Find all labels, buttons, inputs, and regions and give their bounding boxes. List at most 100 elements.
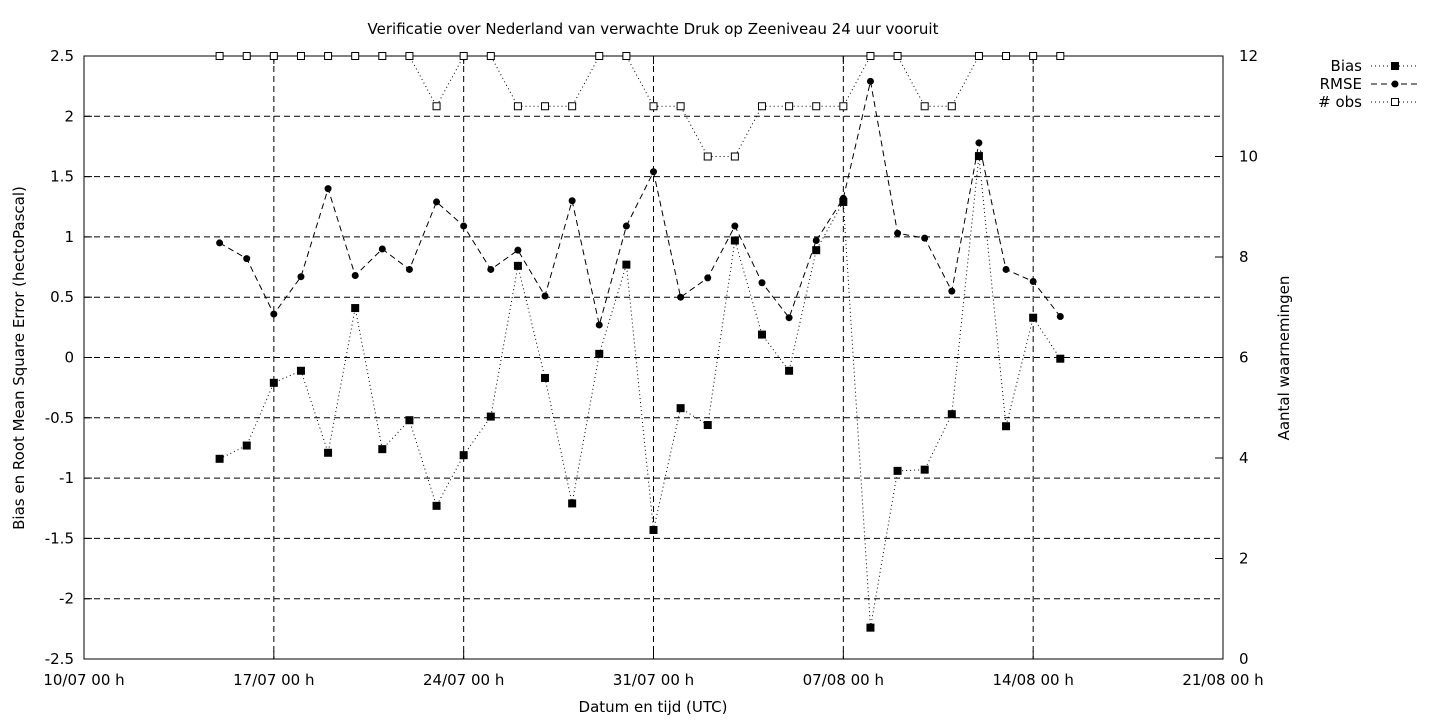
data-point [920, 465, 929, 474]
data-point [812, 102, 821, 111]
data-point [215, 454, 224, 463]
data-point [568, 102, 577, 111]
data-point [324, 52, 333, 60]
data-point [920, 102, 929, 111]
y-tick-label: -1.5 [45, 529, 74, 547]
data-point [1029, 52, 1038, 60]
data-point [378, 445, 387, 454]
data-point [704, 274, 712, 282]
data-point [947, 102, 956, 111]
x-tick-label: 10/07 00 h [43, 671, 124, 689]
legend-marker [1391, 98, 1399, 106]
data-point [622, 260, 631, 269]
data-point [513, 102, 522, 111]
data-point [650, 168, 657, 176]
data-point [595, 321, 603, 329]
x-tick-label: 14/08 00 h [992, 671, 1073, 689]
data-point [243, 255, 251, 263]
legend-marker [1391, 62, 1399, 70]
y2-tick-label: 2 [1239, 550, 1249, 568]
y-tick-label: 1.5 [50, 168, 74, 186]
data-point [1002, 265, 1010, 273]
data-point [731, 222, 739, 230]
data-point [270, 310, 278, 318]
x-axis-label: Datum en tijd (UTC) [579, 698, 728, 716]
y-tick-label: 1 [64, 228, 74, 246]
data-point [405, 52, 414, 60]
data-point [947, 410, 956, 419]
data-point [514, 246, 522, 254]
y2-tick-label: 4 [1239, 449, 1249, 467]
data-point [324, 448, 333, 457]
data-point [893, 52, 902, 60]
data-point [676, 102, 685, 111]
series-line [219, 81, 1061, 326]
data-point [839, 197, 848, 206]
data-point [541, 374, 550, 383]
series-line [219, 55, 1061, 157]
data-point [974, 52, 983, 60]
legend-label: RMSE [1320, 75, 1362, 93]
data-point [242, 441, 251, 450]
data-point [541, 292, 549, 300]
y-tick-label: 0.5 [50, 288, 74, 306]
y-tick-label: 2.5 [50, 47, 74, 65]
data-point [486, 412, 495, 421]
y-axis-label: Bias en Root Mean Square Error (hectoPas… [10, 186, 28, 530]
data-point [893, 466, 902, 475]
series-2 [215, 52, 1065, 161]
series-line [219, 156, 1061, 628]
data-point [866, 77, 874, 85]
x-tick-label: 17/07 00 h [233, 671, 314, 689]
data-point [730, 236, 739, 245]
series-0 [215, 152, 1065, 632]
data-point [351, 52, 360, 60]
data-point [297, 273, 305, 281]
data-point [975, 139, 983, 147]
data-point [839, 102, 848, 111]
data-point [921, 234, 929, 242]
data-point [866, 52, 875, 60]
data-point [948, 287, 956, 295]
data-point [812, 246, 821, 255]
data-point [433, 198, 441, 206]
data-point [649, 525, 658, 534]
data-point [649, 102, 658, 111]
y-tick-label: -2.5 [45, 650, 74, 668]
legend-label: # obs [1318, 93, 1362, 111]
data-point [487, 265, 495, 273]
x-tick-label: 24/07 00 h [423, 671, 504, 689]
data-point [351, 304, 360, 313]
data-point [486, 52, 495, 60]
y2-tick-label: 6 [1239, 349, 1249, 367]
data-point [676, 404, 685, 413]
y-tick-label: 0 [64, 349, 74, 367]
data-point [785, 366, 794, 375]
y2-tick-label: 12 [1239, 47, 1258, 65]
data-point [541, 102, 550, 111]
y-tick-label: 2 [64, 107, 74, 125]
y-tick-label: -0.5 [45, 409, 74, 427]
data-point [1002, 52, 1011, 60]
data-point [1056, 354, 1065, 363]
data-point [1029, 313, 1038, 322]
data-point [460, 222, 468, 230]
data-point [677, 293, 685, 301]
data-point [1056, 52, 1065, 60]
data-point [269, 378, 278, 387]
series-layer [215, 52, 1065, 632]
data-point [459, 52, 468, 60]
data-point [378, 245, 386, 253]
data-point [703, 421, 712, 430]
data-point [432, 501, 441, 510]
x-tick-label: 07/08 00 h [803, 671, 884, 689]
data-point [378, 52, 387, 60]
y2-axis-label: Aantal waarnemingen [1275, 276, 1293, 441]
data-point [269, 52, 278, 60]
y-tick-label: -1 [59, 469, 74, 487]
data-point [405, 265, 413, 273]
data-point [866, 623, 875, 632]
grid-lines [84, 56, 1223, 659]
data-point [730, 152, 739, 161]
